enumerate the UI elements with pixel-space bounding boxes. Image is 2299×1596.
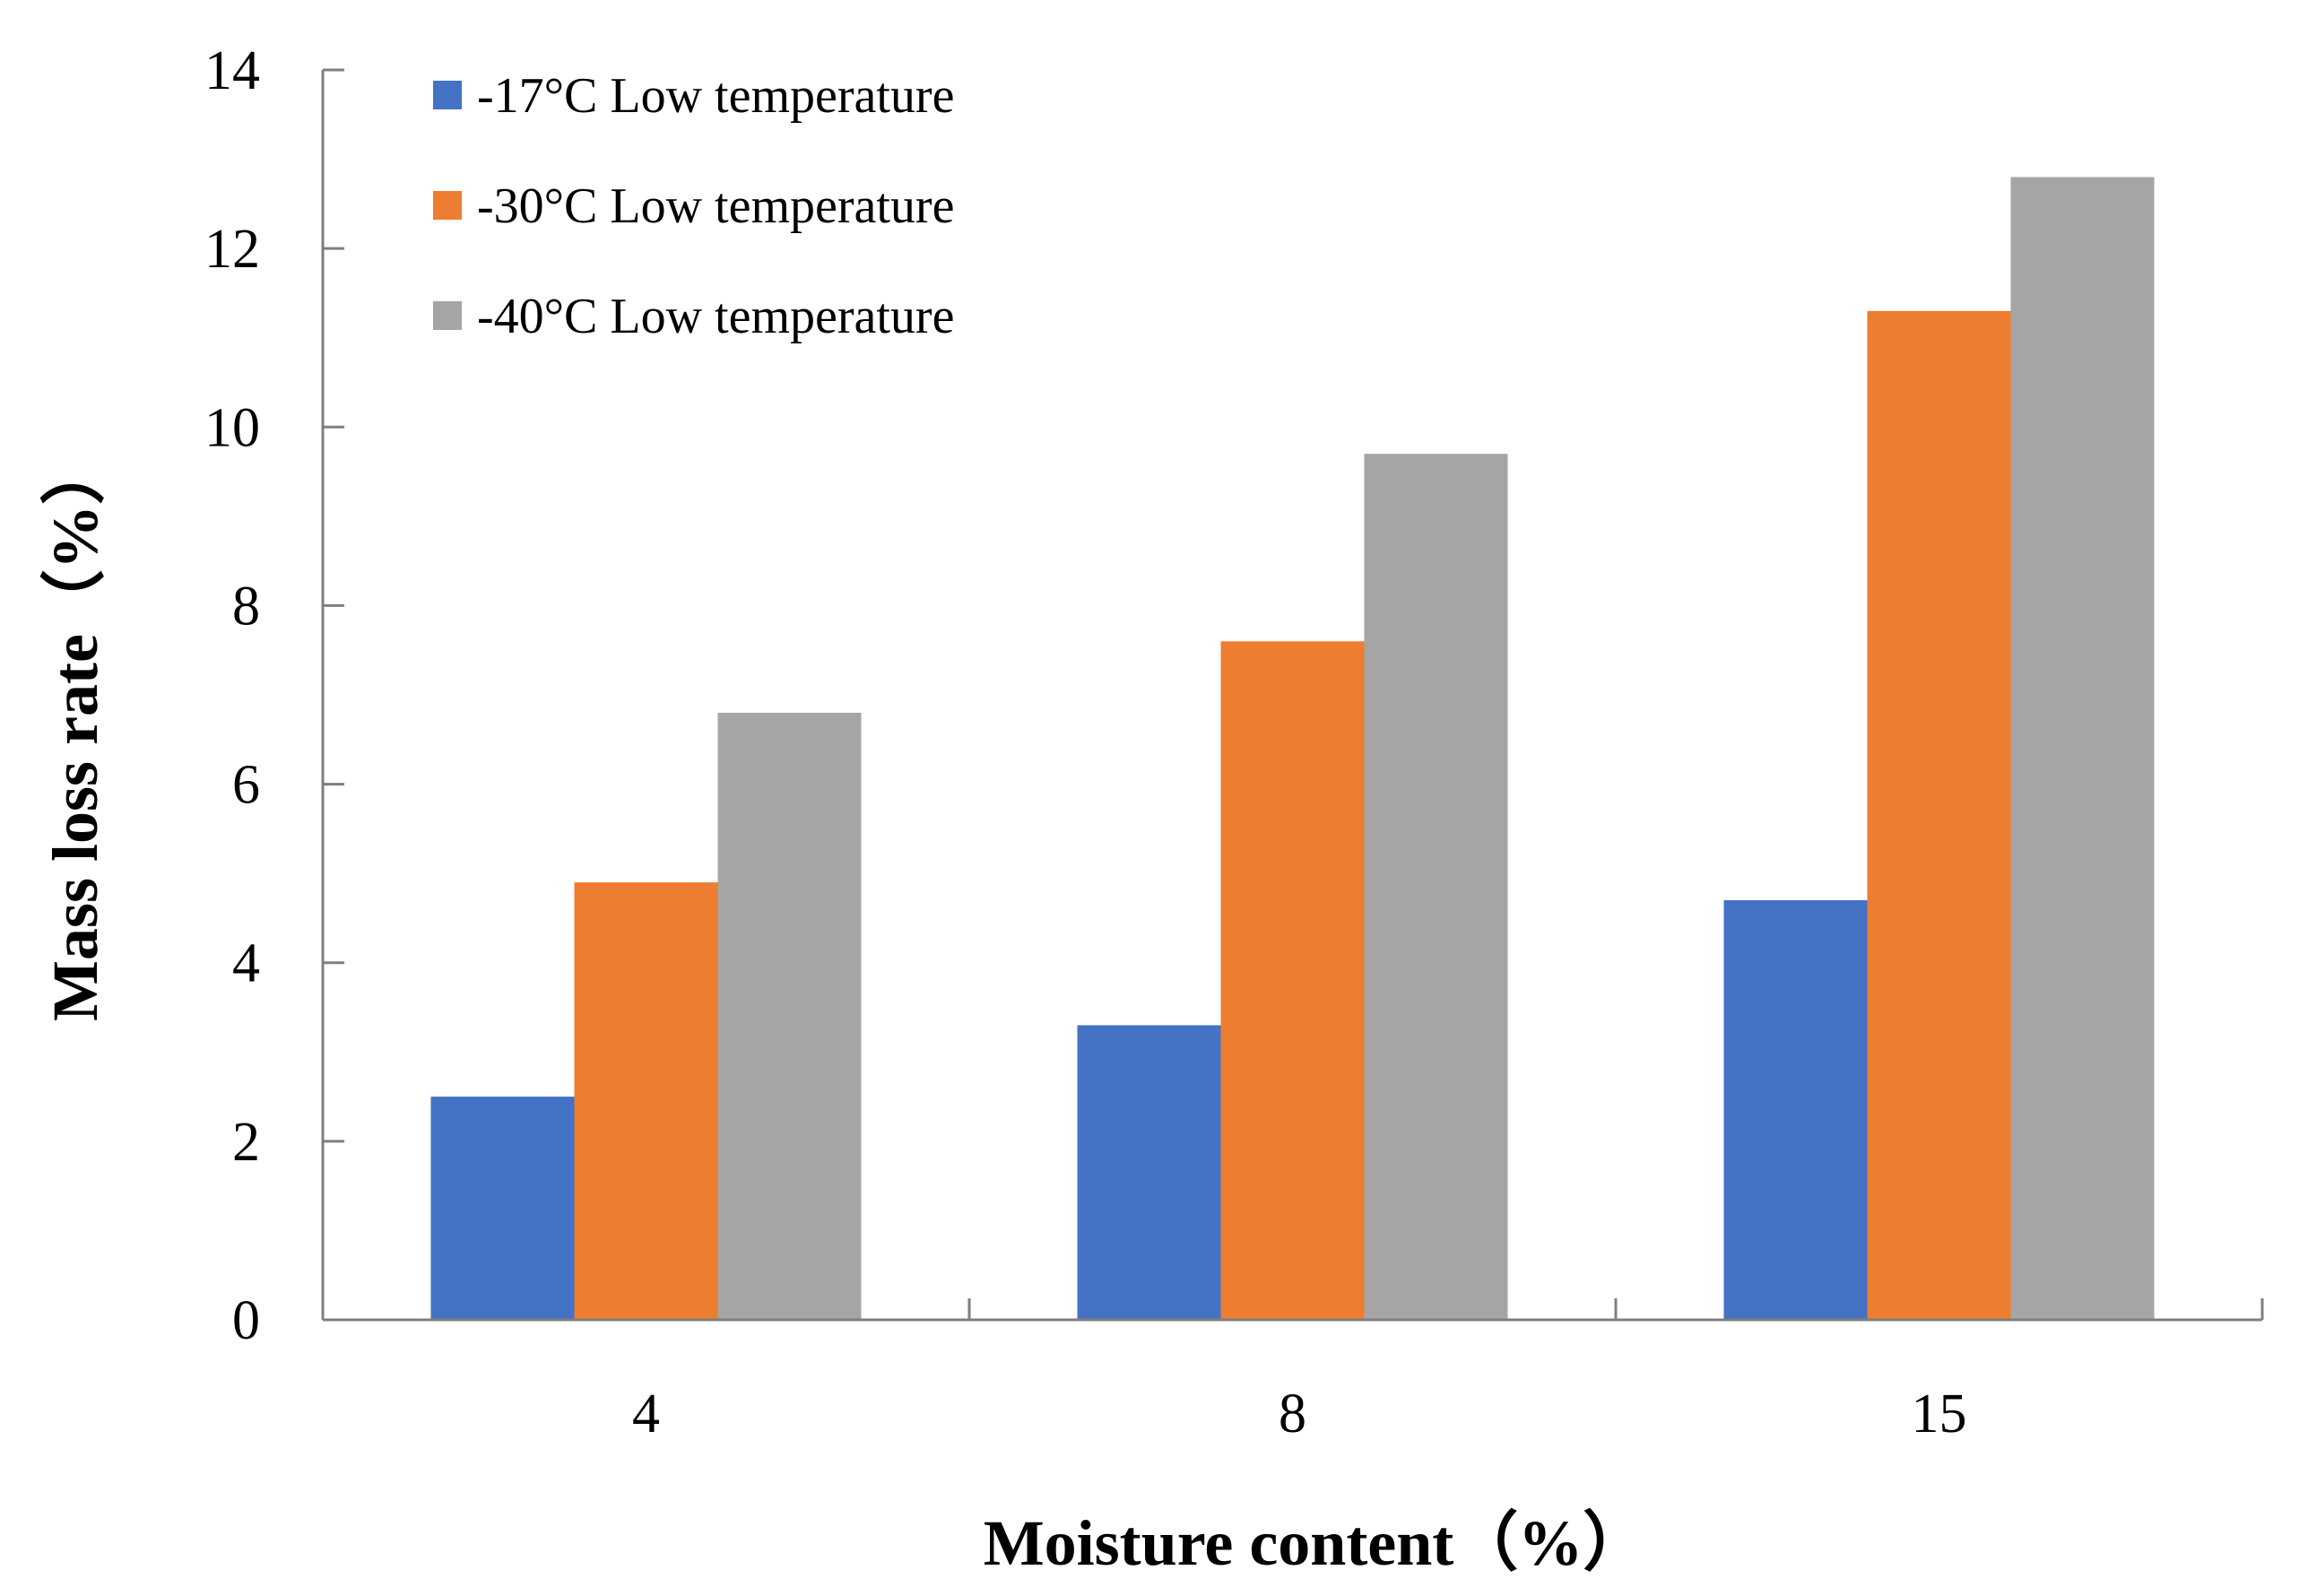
legend-label-2: -30°C Low temperature	[477, 178, 954, 234]
x-axis-title: Moisture content（%）	[984, 1507, 1648, 1579]
y-tick-label: 14	[204, 40, 260, 101]
x-tick-label: 8	[1279, 1383, 1306, 1444]
bar-series-3-cat-4	[717, 712, 862, 1320]
axes-group	[321, 70, 2262, 1322]
bar-series-1-cat-4	[430, 1097, 575, 1320]
legend-swatch-2	[433, 191, 462, 220]
y-tick-label: 8	[232, 576, 260, 637]
x-tick-label: 15	[1912, 1383, 1967, 1444]
y-tick-label: 10	[204, 397, 260, 458]
y-tick-label: 0	[232, 1290, 260, 1351]
bar-series-3-cat-8	[1364, 454, 1508, 1321]
bar-series-2-cat-4	[574, 882, 718, 1320]
bar-series-2-cat-8	[1220, 641, 1365, 1320]
bar-series-1-cat-15	[1723, 900, 1868, 1320]
bars-group	[430, 177, 2155, 1321]
bar-series-3-cat-15	[2010, 177, 2155, 1320]
x-tick-label: 4	[632, 1383, 660, 1444]
y-tick-label: 6	[232, 755, 260, 816]
legend-swatch-3	[433, 301, 462, 330]
legend-label-3: -40°C Low temperature	[477, 289, 954, 344]
legend: -17°C Low temperature -30°C Low temperatu…	[433, 68, 954, 344]
bar-series-2-cat-15	[1867, 310, 2011, 1320]
legend-swatch-1	[433, 81, 462, 109]
y-axis-title: Mass loss rate（%）	[39, 440, 111, 1021]
y-tick-label: 4	[232, 933, 260, 994]
legend-label-1: -17°C Low temperature	[477, 68, 954, 124]
bar-series-1-cat-8	[1077, 1025, 1221, 1320]
y-tick-label: 12	[204, 219, 260, 280]
x-ticks-group: 4 8 15	[321, 1298, 2264, 1444]
y-tick-label: 2	[232, 1112, 260, 1173]
y-ticks-group: 0 2 4 6 8 10 12 14	[204, 40, 344, 1351]
